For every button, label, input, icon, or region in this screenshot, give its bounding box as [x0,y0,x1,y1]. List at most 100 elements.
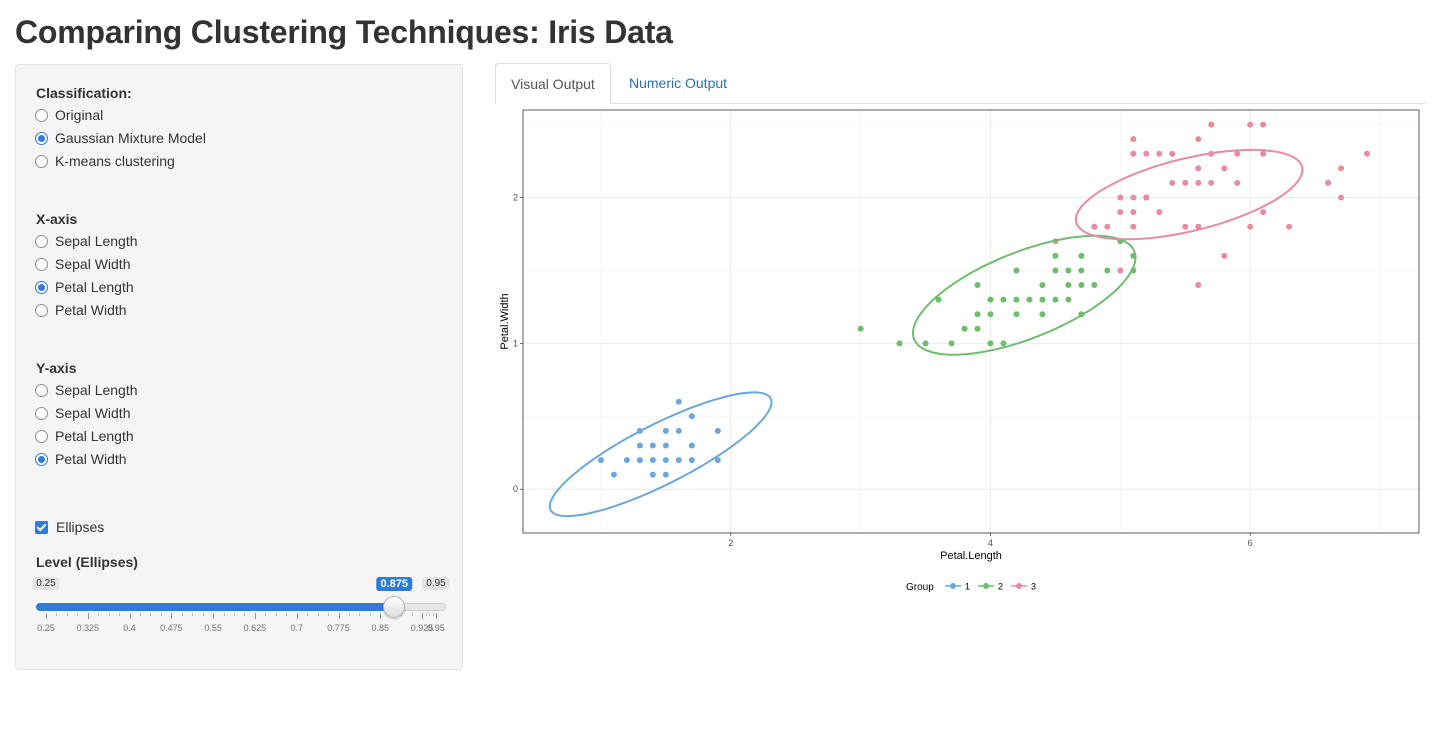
data-point-group-2 [1078,252,1085,259]
data-point-group-3 [1195,223,1202,230]
data-point-group-2 [1000,296,1007,303]
ellipses-checkbox-row[interactable]: Ellipses [35,517,104,537]
level-ellipses-label: Level (Ellipses) [36,554,138,570]
data-point-group-1 [623,457,630,464]
classification-radio[interactable] [35,131,48,145]
data-point-group-3 [1104,223,1111,230]
data-point-group-1 [714,457,721,464]
data-point-group-3 [1260,121,1267,128]
data-point-group-2 [974,282,981,289]
sidebar-panel: Classification: Original Gaussian Mixture… [15,64,463,670]
slider-minor-tick [411,613,413,616]
legend-label: 1 [965,582,970,592]
data-point-group-3 [1156,209,1163,216]
x-axis-option[interactable]: Petal Length [35,277,134,297]
legend-key-dot [950,583,956,589]
y-axis-option[interactable]: Petal Width [35,449,127,469]
x-axis-option-label: Sepal Width [55,256,131,272]
data-point-group-1 [688,442,695,449]
classification-option[interactable]: Original [35,105,103,125]
tab-numeric-output[interactable]: Numeric Output [629,75,728,91]
classification-radio[interactable] [35,108,48,122]
y-axis-radio[interactable] [35,406,48,420]
y-axis-option[interactable]: Sepal Length [35,380,138,400]
data-point-group-2 [987,340,994,347]
slider-minor-tick [77,613,79,616]
data-point-group-3 [1169,179,1176,186]
data-point-group-3 [1117,267,1124,274]
data-point-group-3 [1182,179,1189,186]
slider-minor-tick [328,613,330,616]
tab-visual-output[interactable]: Visual Output [495,63,611,104]
slider-tick [213,613,215,619]
data-point-group-2 [1013,267,1020,274]
classification-option-label: Original [55,107,104,123]
x-axis-option[interactable]: Sepal Length [35,231,138,251]
data-point-group-2 [1013,296,1020,303]
slider-minor-tick [150,613,152,616]
data-point-group-1 [649,471,656,478]
data-point-group-1 [636,442,643,449]
slider-tick [129,613,131,619]
data-point-group-2 [974,311,981,318]
x-axis-option[interactable]: Sepal Width [35,254,130,274]
ellipses-checkbox-label: Ellipses [56,519,105,535]
y-axis-option[interactable]: Sepal Width [35,403,130,423]
data-point-group-2 [922,340,929,347]
data-point-group-3 [1234,179,1241,186]
data-point-group-3 [1182,223,1189,230]
y-axis-option-label: Sepal Width [55,405,131,421]
x-tick-label: 2 [728,538,733,548]
slider-tick-label: 0.775 [327,623,350,633]
data-point-group-2 [1039,311,1046,318]
data-point-group-1 [675,427,682,434]
data-point-group-3 [1247,223,1254,230]
data-point-group-1 [649,457,656,464]
ellipses-checkbox[interactable] [35,520,48,534]
y-tick-label: 2 [513,193,518,203]
x-axis-radio[interactable] [35,280,48,294]
data-point-group-2 [1065,296,1072,303]
data-point-group-2 [857,325,864,332]
slider-minor-tick [181,613,183,616]
data-point-group-2 [1039,296,1046,303]
slider-minor-tick [369,613,371,616]
x-axis-label: X-axis [36,211,78,227]
data-point-group-2 [1039,282,1046,289]
y-axis-title: Petal.Width [499,293,511,349]
y-axis-radio[interactable] [35,383,48,397]
y-axis-option[interactable]: Petal Length [35,426,134,446]
slider-minor-tick [98,613,100,616]
data-point-group-3 [1091,223,1098,230]
slider-tick-label: 0.85 [371,623,390,633]
y-axis-radio[interactable] [35,429,48,443]
data-point-group-3 [1208,121,1215,128]
slider-tick-label: 0.925 [410,623,434,633]
x-axis-radio[interactable] [35,234,48,248]
classification-radio[interactable] [35,154,48,168]
x-axis-option-label: Petal Width [55,302,127,318]
data-point-group-2 [1078,267,1085,274]
slider-tick [171,613,173,619]
slider-minor-tick [160,613,162,616]
x-axis-radio[interactable] [35,303,48,317]
data-point-group-1 [688,457,695,464]
x-axis-radio[interactable] [35,257,48,271]
data-point-group-3 [1260,150,1267,157]
data-point-group-2 [896,340,903,347]
data-point-group-1 [688,413,695,420]
slider-minor-tick [223,613,225,616]
level-slider[interactable]: 0.25 0.95 0.875 0.25 0.325 0.4 0.475 0.55 0.6… [32,575,450,635]
x-axis-option[interactable]: Petal Width [35,300,127,320]
ellipse-group-2 [911,234,1137,356]
y-axis-radio[interactable] [35,452,48,466]
slider-tick-label: 0.625 [243,623,267,633]
slider-tick-label: 0.325 [76,623,100,633]
classification-option[interactable]: K-means clustering [35,151,175,171]
slider-handle[interactable] [383,596,406,618]
classification-option[interactable]: Gaussian Mixture Model [35,128,206,148]
data-point-group-2 [1013,311,1020,318]
output-tabs: Visual Output Numeric Output [495,63,1425,104]
data-point-group-3 [1221,165,1228,172]
data-point-group-3 [1156,150,1163,157]
